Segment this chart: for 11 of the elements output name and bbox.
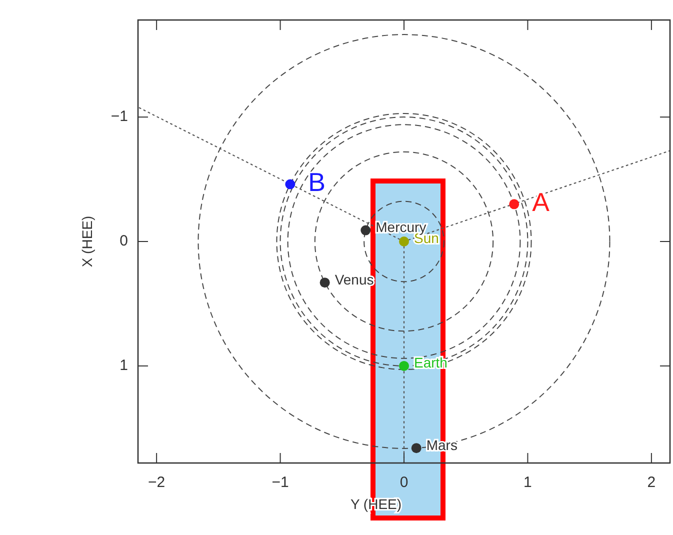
x-tick-label: −2 (148, 474, 166, 491)
series-label: B (308, 167, 326, 198)
y-tick-label: 0 (120, 232, 128, 250)
y-tick-label: 1 (120, 356, 128, 374)
y-tick-label: −1 (110, 108, 128, 126)
y-axis-title: X (HEE) (79, 216, 95, 268)
series-label: A (532, 187, 550, 218)
x-tick-label: 0 (400, 474, 408, 491)
x-tick-label: 1 (524, 474, 532, 491)
x-tick-label: −1 (272, 474, 289, 491)
x-tick-label: 2 (647, 474, 656, 491)
